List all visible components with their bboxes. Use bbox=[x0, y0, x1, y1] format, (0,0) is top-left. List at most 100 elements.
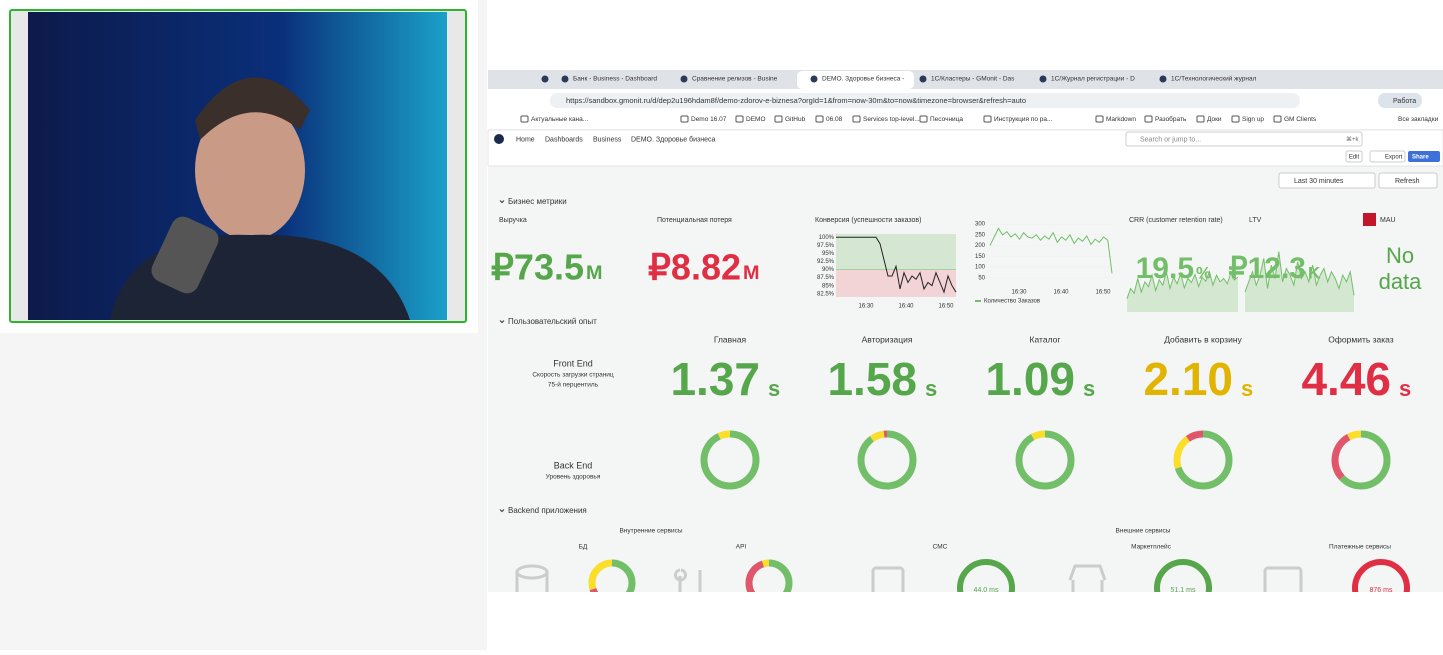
stat-unit: M bbox=[743, 262, 759, 284]
tab-icon bbox=[680, 75, 688, 83]
search-placeholder: Search or jump to... bbox=[1140, 136, 1201, 143]
edit-button[interactable] bbox=[1345, 150, 1363, 163]
page-unit: s bbox=[1399, 376, 1411, 401]
bookmark-icon bbox=[983, 115, 992, 123]
grafana-logo bbox=[494, 134, 504, 144]
export-button[interactable] bbox=[1369, 150, 1406, 163]
row-title: Front End bbox=[553, 358, 593, 368]
section-title: Бизнес метрики bbox=[508, 197, 567, 206]
tab-title[interactable]: Сравнение релизов - Busine bbox=[692, 76, 778, 83]
row-subtitle: Скорость загрузки страниц bbox=[532, 372, 614, 379]
tab-title[interactable]: 1С/Журнал регистрации - D bbox=[1051, 76, 1135, 83]
y-tick-label: 87.5% bbox=[817, 275, 835, 281]
no-data-line: No bbox=[1386, 243, 1414, 268]
bookmark-icon bbox=[680, 115, 689, 123]
y-tick-label: 250 bbox=[975, 232, 986, 238]
bookmark[interactable]: Доки bbox=[1207, 116, 1222, 123]
tab-icon bbox=[561, 75, 569, 83]
shortcut: ⌘+k bbox=[1346, 136, 1360, 143]
y-tick-label: 150 bbox=[975, 254, 986, 260]
page-value: 4.46 bbox=[1301, 353, 1391, 405]
panel-title: Конверсия (успешности заказов) bbox=[815, 217, 922, 224]
y-tick-label: 95% bbox=[822, 251, 835, 257]
bookmark[interactable]: Актуальные кана... bbox=[531, 116, 588, 123]
stat-unit: M bbox=[586, 262, 602, 284]
bookmark-icon bbox=[852, 115, 861, 123]
line bbox=[1126, 270, 1239, 299]
refresh-button[interactable] bbox=[1378, 172, 1438, 189]
tab-title[interactable]: 1С/Кластеры - GMonit - Das bbox=[931, 76, 1015, 83]
y-tick-label: 92.5% bbox=[817, 259, 835, 265]
panel-title: CRR (customer retention rate) bbox=[1129, 217, 1223, 224]
bookmark[interactable]: Инструкция по ра... bbox=[994, 116, 1053, 123]
service-name: БД bbox=[579, 544, 588, 551]
bookmark-icon bbox=[1231, 115, 1240, 123]
url[interactable]: https://sandbox.gmonit.ru/d/dep2u196hdam… bbox=[566, 96, 1026, 105]
bookmark[interactable]: Demo 16.07 bbox=[691, 116, 727, 123]
page-unit: s bbox=[1241, 376, 1253, 401]
address-bar[interactable] bbox=[550, 93, 1300, 108]
microphone bbox=[151, 216, 219, 294]
mau-icon bbox=[1363, 213, 1376, 226]
share: Share bbox=[1412, 155, 1429, 161]
stat-unit: % bbox=[1196, 263, 1211, 282]
service-value: 51.1 ms bbox=[1171, 587, 1196, 594]
bookmark[interactable]: GitHub bbox=[785, 116, 806, 123]
refresh: Refresh bbox=[1395, 178, 1420, 185]
service-name: API bbox=[736, 544, 747, 551]
y-tick-label: 90% bbox=[822, 267, 835, 273]
y-tick-label: 300 bbox=[975, 222, 986, 228]
page-name: Главная bbox=[714, 334, 747, 344]
group-title: Внутренние сервисы bbox=[619, 528, 682, 535]
tab-title[interactable]: DEMO. Здоровье бизнеса - bbox=[822, 75, 904, 83]
stat-value: ₽73.5 bbox=[491, 247, 584, 288]
time-picker[interactable] bbox=[1278, 172, 1376, 189]
bookmark[interactable]: Sign up bbox=[1242, 116, 1264, 123]
page-unit: s bbox=[1083, 376, 1095, 401]
bookmark[interactable]: Markdown bbox=[1106, 116, 1136, 123]
page-value: 1.09 bbox=[985, 353, 1075, 405]
donut-segment bbox=[1173, 430, 1233, 490]
donut-segment bbox=[1331, 430, 1391, 490]
bookmark[interactable]: Песочница bbox=[930, 116, 963, 123]
tab-title[interactable]: 1С/Технологический журнал bbox=[1171, 75, 1257, 83]
stat-value: 19.5 bbox=[1136, 252, 1194, 285]
donut-segment bbox=[1154, 559, 1212, 592]
bookmark[interactable]: 06.08 bbox=[826, 116, 843, 123]
bookmark-icon bbox=[774, 115, 783, 123]
service-value: 876 ms bbox=[1370, 587, 1393, 594]
breadcrumb[interactable]: Business bbox=[593, 136, 622, 143]
bookmark[interactable]: Разобрать bbox=[1155, 115, 1187, 123]
bookmark[interactable]: Все закладки bbox=[1398, 116, 1439, 123]
breadcrumb[interactable]: Home bbox=[516, 136, 535, 143]
breadcrumb[interactable]: Dashboards bbox=[545, 136, 583, 143]
tab-bar bbox=[488, 70, 1443, 89]
profile-button[interactable] bbox=[1378, 93, 1422, 108]
page-name: Авторизация bbox=[862, 334, 913, 344]
share-button[interactable] bbox=[1408, 151, 1440, 162]
donut-segment bbox=[1331, 430, 1391, 490]
page-below bbox=[488, 592, 1443, 650]
page-name: Каталог bbox=[1030, 334, 1061, 344]
bookmark-icon bbox=[520, 115, 529, 123]
bookmark[interactable]: DEMO bbox=[746, 116, 766, 123]
no-data-line: data bbox=[1379, 269, 1423, 294]
tab-icon bbox=[810, 75, 818, 83]
bookmark[interactable]: Services top-level... bbox=[863, 116, 920, 123]
x-tick-label: 16:40 bbox=[898, 304, 914, 310]
bookmark-icon bbox=[1144, 115, 1153, 123]
tab-icon bbox=[1039, 75, 1047, 83]
search-box[interactable] bbox=[1125, 131, 1363, 147]
group-title: Внешние сервисы bbox=[1116, 528, 1171, 535]
page-value: 2.10 bbox=[1143, 353, 1233, 405]
service-icons bbox=[515, 564, 1303, 596]
service-name: СМС bbox=[933, 544, 948, 551]
breadcrumb[interactable]: DEMO. Здоровье бизнеса bbox=[631, 135, 715, 143]
panel-title: Выручка bbox=[499, 217, 527, 224]
tab-title[interactable]: Банк - Business - Dashboard bbox=[573, 76, 657, 83]
threshold-bad bbox=[836, 269, 956, 297]
page-unit: s bbox=[768, 376, 780, 401]
service-name: Платежные сервисы bbox=[1329, 544, 1391, 551]
bookmark[interactable]: GM Clients bbox=[1284, 116, 1317, 123]
